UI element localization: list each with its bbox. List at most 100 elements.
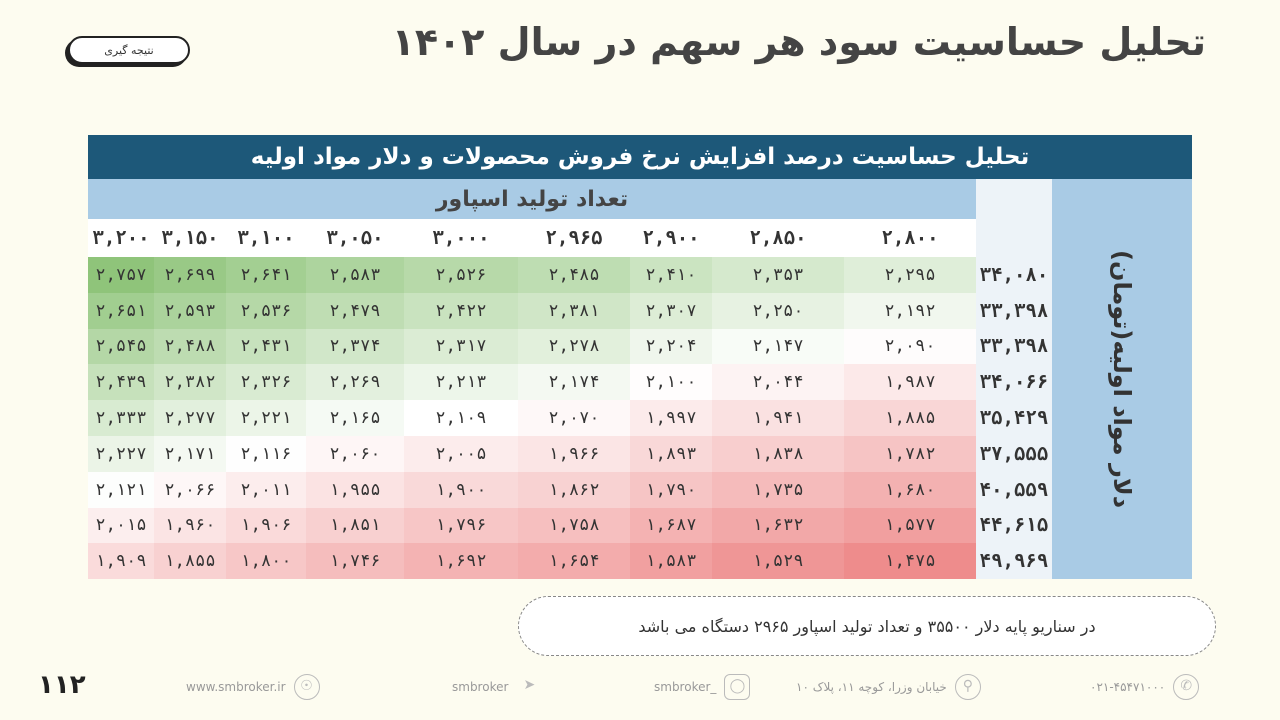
table-cell: ۲,۴۷۹ (306, 292, 404, 329)
row-header: ۳۳,۳۹۸ (976, 328, 1052, 365)
table-cell: ۲,۱۷۴ (518, 364, 630, 401)
table-cell: ۱,۸۶۲ (518, 471, 630, 508)
table-cell: ۲,۲۷۸ (518, 328, 630, 365)
table-cell: ۱,۸۳۸ (712, 436, 844, 472)
table-cell: ۱,۹۰۹ (88, 543, 154, 580)
row-header: ۴۰,۵۵۹ (976, 471, 1052, 508)
table-cell: ۱,۶۵۴ (518, 543, 630, 580)
table-cell: ۲,۳۸۲ (154, 364, 226, 401)
globe-icon: ☉ (293, 674, 320, 700)
table-cell: ۱,۷۴۶ (306, 543, 404, 580)
table-cell: ۱,۹۵۵ (306, 471, 404, 508)
column-header: ۲,۹۰۰ (642, 227, 700, 249)
table-cell: ۱,۵۲۹ (712, 543, 844, 580)
table-cell: ۲,۳۵۳ (712, 257, 844, 293)
row-header: ۳۷,۵۵۵ (976, 436, 1052, 472)
table-cell: ۱,۸۰۰ (226, 543, 306, 580)
table-cell: ۲,۲۹۵ (844, 257, 976, 293)
column-header: ۳,۰۵۰ (326, 227, 384, 249)
side-label-text: دلار مواد اولیه(تومان) (1108, 249, 1136, 509)
table-cell: ۱,۹۶۰ (154, 507, 226, 544)
table-main-header: تحلیل حساسیت درصد افزایش نرخ فروش محصولا… (88, 135, 1192, 179)
table-cell: ۲,۳۷۴ (306, 328, 404, 365)
table-cell: ۲,۰۴۴ (712, 364, 844, 401)
table-cell: ۲,۳۲۶ (226, 364, 306, 401)
table-cell: ۲,۰۶۰ (306, 436, 404, 472)
table-cell: ۱,۹۰۶ (226, 507, 306, 544)
table-cell: ۲,۱۹۲ (844, 292, 976, 329)
column-header: ۲,۸۰۰ (881, 227, 939, 249)
table-cell: ۱,۷۵۸ (518, 507, 630, 544)
table-cell: ۲,۲۷۷ (154, 400, 226, 436)
row-header: ۴۹,۹۶۹ (976, 543, 1052, 580)
table-cell: ۲,۴۳۹ (88, 364, 154, 401)
table-cell: ۱,۸۵۵ (154, 543, 226, 580)
table-cell: ۲,۴۸۸ (154, 328, 226, 365)
website-text: www.smbroker.ir (186, 680, 286, 694)
table-cell: ۲,۲۲۷ (88, 436, 154, 472)
table-cell: ۱,۸۸۵ (844, 400, 976, 436)
table-cell: ۱,۹۶۶ (518, 436, 630, 472)
table-grid: ۳۴,۰۸۰ ۲,۲۹۵ ۲,۳۵۳ ۲,۴۱۰ ۲,۴۸۵ ۲,۵۲۶ ۲,۵۸۳ ۲,۶۴… (88, 257, 1052, 580)
table-cell: ۲,۴۱۰ (630, 257, 712, 293)
table-cell: ۱,۶۸۷ (630, 507, 712, 544)
table-cell: ۲,۰۱۵ (88, 507, 154, 544)
table-cell: ۲,۱۰۹ (404, 400, 518, 436)
page-title: تحلیل حساسیت سود هر سهم در سال ۱۴۰۲ (391, 20, 1206, 64)
column-header: ۳,۰۰۰ (432, 227, 490, 249)
table-cell: ۱,۹۴۱ (712, 400, 844, 436)
table-sub-header: تعداد تولید اسپاور (88, 179, 976, 219)
sensitivity-table: تحلیل حساسیت درصد افزایش نرخ فروش محصولا… (88, 135, 1192, 580)
note-box: در سناریو پایه دلار ۳۵۵۰۰ و تعداد تولید … (518, 596, 1216, 656)
table-cell: ۲,۰۰۵ (404, 436, 518, 472)
column-header: ۲,۸۵۰ (749, 227, 807, 249)
table-cell: ۲,۱۰۰ (630, 364, 712, 401)
table-cell: ۲,۴۸۵ (518, 257, 630, 293)
table-cell: ۲,۴۲۲ (404, 292, 518, 329)
table-cell: ۲,۳۳۳ (88, 400, 154, 436)
page-number: ۱۱۲ (38, 670, 86, 700)
footer-address: خیابان وزرا، کوچه ۱۱، پلاک ۱۰ ⚲ (796, 672, 989, 702)
table-cell: ۱,۸۹۳ (630, 436, 712, 472)
table-cell: ۱,۹۸۷ (844, 364, 976, 401)
table-cell: ۲,۲۲۱ (226, 400, 306, 436)
table-cell: ۲,۱۴۷ (712, 328, 844, 365)
table-cell: ۲,۳۱۷ (404, 328, 518, 365)
footer-instagram: smbroker_ ◯ (654, 672, 758, 702)
table-cell: ۱,۹۰۰ (404, 471, 518, 508)
table-cell: ۲,۱۲۱ (88, 471, 154, 508)
table-cell: ۲,۰۶۶ (154, 471, 226, 508)
table-cell: ۲,۱۶۵ (306, 400, 404, 436)
table-cell: ۲,۳۸۱ (518, 292, 630, 329)
instagram-icon: ◯ (724, 674, 751, 700)
table-cell: ۲,۰۱۱ (226, 471, 306, 508)
table-cell: ۱,۷۳۵ (712, 471, 844, 508)
table-cell: ۱,۶۳۲ (712, 507, 844, 544)
phone-text: ۰۲۱-۴۵۴۷۱۰۰۰ (1090, 680, 1166, 694)
row-header: ۳۴,۰۸۰ (976, 257, 1052, 293)
table-cell: ۲,۶۵۱ (88, 292, 154, 329)
table-cell: ۱,۵۷۷ (844, 507, 976, 544)
row-header: ۴۴,۶۱۵ (976, 507, 1052, 544)
row-header: ۳۳,۳۹۸ (976, 292, 1052, 329)
table-cell: ۲,۲۵۰ (712, 292, 844, 329)
telegram-text: smbroker (452, 680, 509, 694)
table-cell: ۲,۶۴۱ (226, 257, 306, 293)
table-cell: ۲,۷۵۷ (88, 257, 154, 293)
table-cell: ۱,۹۹۷ (630, 400, 712, 436)
conclusion-button[interactable]: نتیجه گیری (68, 36, 190, 64)
row-header: ۳۵,۴۲۹ (976, 400, 1052, 436)
table-cell: ۲,۵۴۵ (88, 328, 154, 365)
table-cell: ۲,۰۷۰ (518, 400, 630, 436)
table-cell: ۲,۶۹۹ (154, 257, 226, 293)
location-icon: ⚲ (954, 674, 981, 700)
table-cell: ۱,۷۹۶ (404, 507, 518, 544)
table-cell: ۱,۷۹۰ (630, 471, 712, 508)
column-header: ۳,۱۵۰ (161, 227, 219, 249)
table-cell: ۲,۵۲۶ (404, 257, 518, 293)
table-cell: ۱,۴۷۵ (844, 543, 976, 580)
table-cell: ۱,۸۵۱ (306, 507, 404, 544)
row-header: ۳۴,۰۶۶ (976, 364, 1052, 401)
table-side-label: دلار مواد اولیه(تومان) (1052, 179, 1192, 579)
table-cell: ۲,۵۳۶ (226, 292, 306, 329)
